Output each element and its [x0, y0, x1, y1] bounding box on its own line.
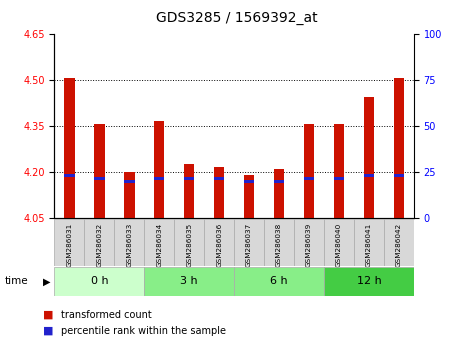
Bar — [274, 169, 284, 218]
Text: 12 h: 12 h — [357, 276, 381, 286]
Text: 0 h: 0 h — [90, 276, 108, 286]
Text: GSM286032: GSM286032 — [96, 223, 102, 267]
Bar — [264, 219, 294, 266]
Text: GSM286031: GSM286031 — [66, 223, 72, 267]
Bar — [334, 177, 344, 180]
Bar — [84, 219, 114, 266]
Bar — [234, 267, 324, 296]
Text: GSM286036: GSM286036 — [216, 223, 222, 267]
Text: transformed count: transformed count — [61, 310, 152, 320]
Bar — [124, 180, 134, 183]
Bar — [244, 175, 254, 218]
Bar — [384, 219, 414, 266]
Bar — [394, 78, 404, 218]
Bar — [94, 124, 105, 218]
Bar — [364, 97, 374, 218]
Bar — [184, 164, 194, 218]
Bar — [144, 219, 174, 266]
Bar — [304, 177, 314, 180]
Bar — [154, 121, 165, 218]
Bar — [114, 219, 144, 266]
Bar — [174, 219, 204, 266]
Text: GSM286042: GSM286042 — [396, 223, 402, 267]
Bar — [64, 78, 75, 218]
Bar — [214, 167, 224, 218]
Text: GSM286035: GSM286035 — [186, 223, 192, 267]
Text: GSM286034: GSM286034 — [156, 223, 162, 267]
Bar — [144, 267, 234, 296]
Bar — [54, 267, 144, 296]
Bar — [234, 219, 264, 266]
Bar — [124, 172, 134, 218]
Bar — [64, 174, 75, 177]
Bar — [334, 124, 344, 218]
Bar — [364, 174, 374, 177]
Bar — [54, 219, 84, 266]
Bar — [324, 267, 414, 296]
Text: GSM286041: GSM286041 — [366, 223, 372, 267]
Bar — [244, 180, 254, 183]
Bar — [94, 177, 105, 180]
Bar — [204, 219, 234, 266]
Text: 3 h: 3 h — [180, 276, 198, 286]
Text: GSM286039: GSM286039 — [306, 223, 312, 267]
Text: GSM286038: GSM286038 — [276, 223, 282, 267]
Bar — [354, 219, 384, 266]
Bar — [394, 174, 404, 177]
Bar — [304, 124, 314, 218]
Text: GSM286033: GSM286033 — [126, 223, 132, 267]
Text: percentile rank within the sample: percentile rank within the sample — [61, 326, 227, 336]
Bar — [154, 177, 165, 180]
Text: 6 h: 6 h — [270, 276, 288, 286]
Bar — [294, 219, 324, 266]
Text: ▶: ▶ — [43, 276, 50, 286]
Bar — [214, 177, 224, 180]
Bar — [274, 180, 284, 183]
Bar — [184, 177, 194, 180]
Bar — [324, 219, 354, 266]
Text: GSM286040: GSM286040 — [336, 223, 342, 267]
Text: GDS3285 / 1569392_at: GDS3285 / 1569392_at — [156, 11, 317, 25]
Text: time: time — [5, 276, 28, 286]
Text: ■: ■ — [43, 310, 53, 320]
Text: GSM286037: GSM286037 — [246, 223, 252, 267]
Text: ■: ■ — [43, 326, 53, 336]
